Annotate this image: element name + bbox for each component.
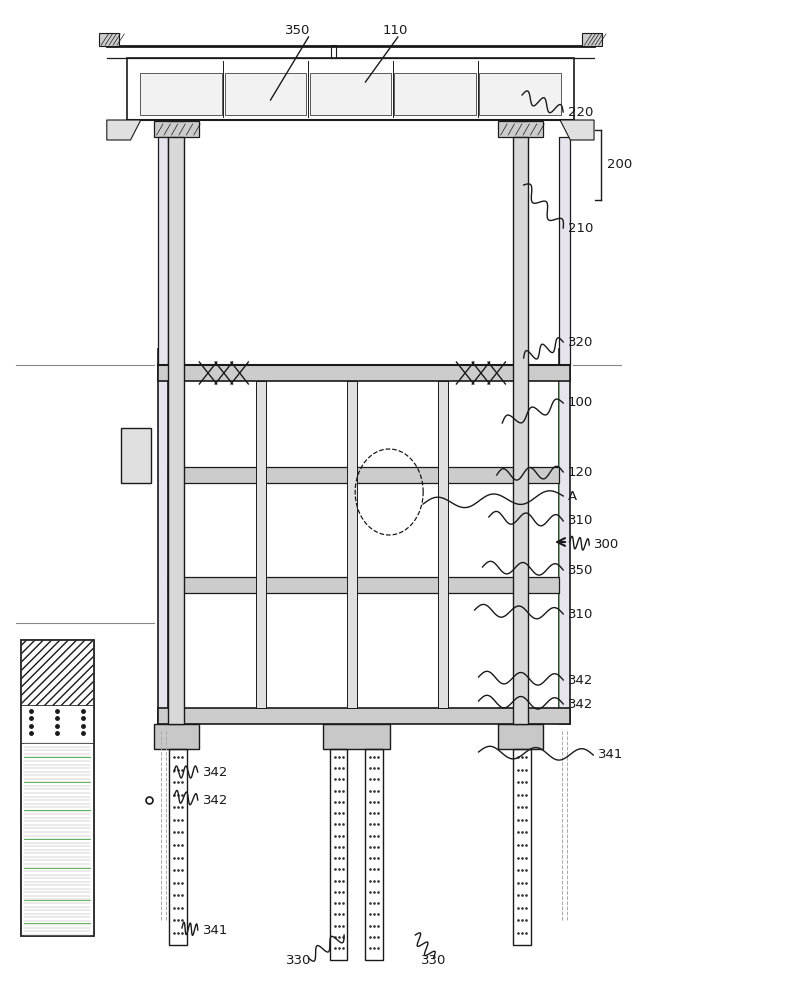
Text: 342: 342 bbox=[568, 674, 593, 686]
Bar bbox=[498, 121, 543, 137]
Text: 310: 310 bbox=[568, 514, 593, 528]
Bar bbox=[21, 640, 93, 705]
Text: 342: 342 bbox=[202, 766, 228, 778]
Text: 330: 330 bbox=[421, 954, 446, 966]
Bar bbox=[225, 73, 306, 115]
Bar bbox=[158, 349, 168, 724]
Text: A: A bbox=[568, 489, 577, 502]
Bar bbox=[498, 724, 543, 749]
Bar bbox=[331, 45, 336, 58]
Bar bbox=[158, 365, 570, 381]
Text: 220: 220 bbox=[568, 105, 593, 118]
Bar bbox=[158, 708, 570, 724]
Bar bbox=[559, 349, 570, 724]
Text: 350: 350 bbox=[568, 564, 593, 576]
Bar bbox=[479, 73, 561, 115]
Bar bbox=[168, 467, 559, 483]
Bar bbox=[256, 381, 266, 708]
Text: 120: 120 bbox=[568, 466, 593, 479]
Text: 341: 341 bbox=[202, 924, 228, 936]
Bar bbox=[21, 705, 93, 743]
Text: 210: 210 bbox=[568, 222, 593, 234]
Bar bbox=[347, 381, 357, 708]
Bar bbox=[127, 58, 574, 120]
Polygon shape bbox=[560, 120, 594, 140]
Text: 110: 110 bbox=[383, 23, 408, 36]
Bar bbox=[168, 137, 184, 724]
Bar bbox=[365, 749, 383, 960]
Bar bbox=[438, 381, 448, 708]
Bar bbox=[154, 724, 199, 749]
Bar bbox=[168, 120, 184, 121]
Bar bbox=[158, 137, 168, 365]
Bar bbox=[99, 33, 119, 46]
Text: 200: 200 bbox=[607, 158, 633, 172]
Polygon shape bbox=[107, 120, 141, 140]
Bar bbox=[140, 73, 221, 115]
Text: 350: 350 bbox=[285, 23, 310, 36]
Bar bbox=[559, 137, 570, 365]
Bar bbox=[21, 640, 93, 935]
Bar bbox=[168, 577, 559, 593]
Bar bbox=[582, 33, 602, 46]
Bar bbox=[169, 749, 187, 945]
Text: 310: 310 bbox=[568, 607, 593, 620]
Bar bbox=[21, 743, 93, 935]
Text: 320: 320 bbox=[568, 336, 593, 349]
Text: 100: 100 bbox=[568, 396, 593, 410]
Bar bbox=[513, 749, 531, 945]
Bar bbox=[513, 120, 528, 121]
Bar bbox=[395, 73, 476, 115]
Text: 342: 342 bbox=[202, 794, 228, 806]
Bar bbox=[154, 121, 199, 137]
Bar bbox=[309, 73, 392, 115]
Bar bbox=[323, 724, 390, 749]
Bar bbox=[121, 428, 151, 483]
Text: 341: 341 bbox=[598, 748, 623, 762]
Bar bbox=[513, 137, 528, 724]
Text: 330: 330 bbox=[286, 954, 312, 966]
Text: 300: 300 bbox=[594, 538, 619, 552]
Text: 342: 342 bbox=[568, 698, 593, 710]
Bar bbox=[330, 749, 347, 960]
